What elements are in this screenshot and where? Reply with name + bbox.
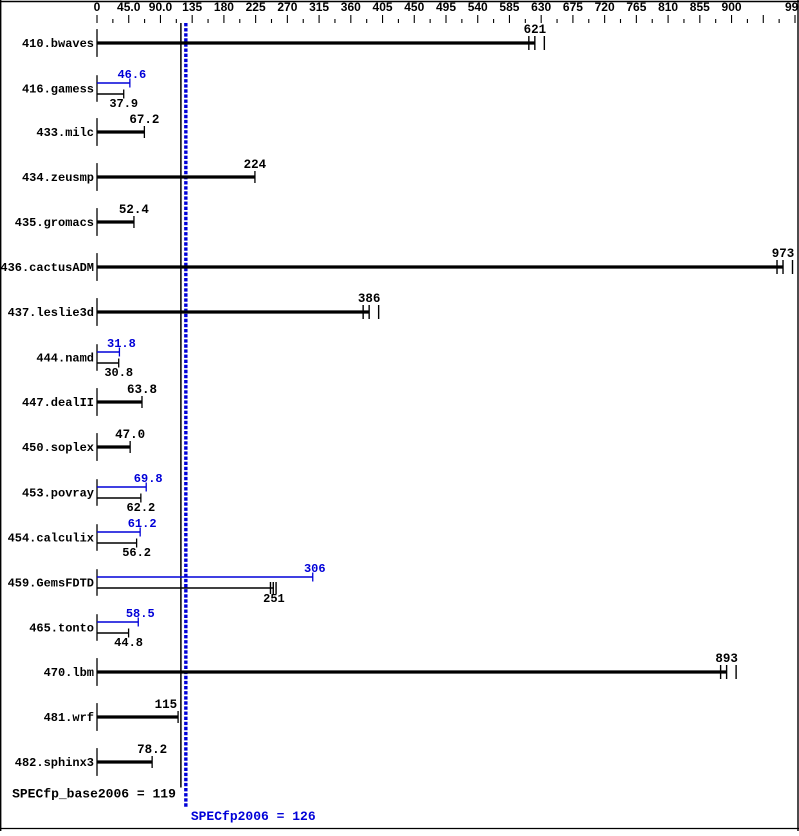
svg-text:30.8: 30.8 — [104, 366, 133, 380]
svg-text:416.gamess: 416.gamess — [22, 83, 94, 97]
svg-text:306: 306 — [304, 562, 326, 576]
svg-text:447.dealII: 447.dealII — [22, 396, 94, 410]
svg-text:63.8: 63.8 — [127, 383, 157, 397]
svg-text:630: 630 — [531, 0, 551, 14]
svg-text:585: 585 — [499, 0, 519, 14]
svg-text:251: 251 — [263, 592, 285, 606]
svg-text:990: 990 — [785, 0, 799, 14]
svg-text:90.0: 90.0 — [149, 0, 173, 14]
svg-text:855: 855 — [690, 0, 710, 14]
svg-text:810: 810 — [658, 0, 678, 14]
svg-text:270: 270 — [277, 0, 297, 14]
svg-text:37.9: 37.9 — [109, 97, 138, 111]
svg-text:434.zeusmp: 434.zeusmp — [22, 171, 94, 185]
svg-text:52.4: 52.4 — [119, 203, 150, 217]
svg-text:69.8: 69.8 — [134, 472, 163, 486]
svg-text:61.2: 61.2 — [128, 517, 157, 531]
svg-text:78.2: 78.2 — [137, 743, 167, 757]
svg-text:56.2: 56.2 — [122, 546, 151, 560]
svg-text:436.cactusADM: 436.cactusADM — [0, 261, 94, 275]
svg-text:973: 973 — [772, 247, 795, 261]
svg-text:225: 225 — [246, 0, 266, 14]
svg-text:224: 224 — [244, 158, 267, 172]
svg-text:135: 135 — [182, 0, 202, 14]
svg-text:482.sphinx3: 482.sphinx3 — [15, 756, 94, 770]
svg-text:481.wrf: 481.wrf — [44, 711, 94, 725]
svg-text:31.8: 31.8 — [107, 337, 136, 351]
svg-text:450.soplex: 450.soplex — [22, 441, 94, 455]
svg-text:495: 495 — [436, 0, 456, 14]
svg-text:720: 720 — [595, 0, 615, 14]
svg-text:SPECfp_base2006 = 119: SPECfp_base2006 = 119 — [12, 787, 176, 802]
svg-text:459.GemsFDTD: 459.GemsFDTD — [8, 577, 94, 591]
svg-text:465.tonto: 465.tonto — [29, 622, 94, 636]
svg-text:540: 540 — [468, 0, 488, 14]
svg-text:58.5: 58.5 — [126, 607, 155, 621]
svg-text:765: 765 — [626, 0, 646, 14]
svg-text:621: 621 — [524, 23, 547, 37]
svg-text:67.2: 67.2 — [129, 113, 159, 127]
svg-text:47.0: 47.0 — [115, 428, 145, 442]
svg-text:900: 900 — [722, 0, 742, 14]
svg-text:410.bwaves: 410.bwaves — [22, 37, 94, 51]
svg-text:454.calculix: 454.calculix — [8, 532, 94, 546]
svg-text:45.0: 45.0 — [117, 0, 141, 14]
svg-text:62.2: 62.2 — [126, 501, 155, 515]
svg-text:180: 180 — [214, 0, 234, 14]
svg-text:SPECfp2006 = 126: SPECfp2006 = 126 — [191, 809, 316, 824]
svg-text:450: 450 — [404, 0, 424, 14]
svg-text:44.8: 44.8 — [114, 636, 143, 650]
svg-text:675: 675 — [563, 0, 583, 14]
svg-text:386: 386 — [358, 292, 381, 306]
svg-text:46.6: 46.6 — [117, 68, 146, 82]
svg-text:470.lbm: 470.lbm — [44, 666, 94, 680]
svg-text:437.leslie3d: 437.leslie3d — [8, 306, 94, 320]
svg-text:433.milc: 433.milc — [36, 126, 94, 140]
svg-text:115: 115 — [155, 698, 178, 712]
svg-text:405: 405 — [373, 0, 393, 14]
svg-text:453.povray: 453.povray — [22, 487, 94, 501]
svg-text:0: 0 — [94, 0, 101, 14]
svg-text:444.namd: 444.namd — [36, 352, 94, 366]
svg-text:360: 360 — [341, 0, 361, 14]
svg-text:893: 893 — [715, 652, 738, 666]
svg-text:435.gromacs: 435.gromacs — [15, 216, 94, 230]
svg-text:315: 315 — [309, 0, 329, 14]
